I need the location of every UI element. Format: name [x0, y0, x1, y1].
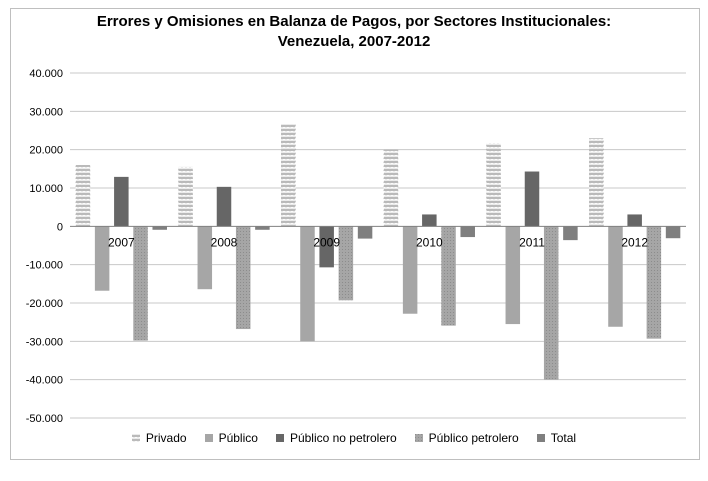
- y-tick-label: 40.000: [29, 68, 63, 80]
- legend-label: Público: [218, 431, 258, 445]
- y-tick-label: -40.000: [26, 375, 63, 387]
- bar-p-blico-petrolero-2012: [646, 226, 662, 339]
- bar-p-blico-no-petrolero-2012: [627, 214, 642, 227]
- chart-title-line-2: Venezuela, 2007-2012: [277, 33, 431, 50]
- bars: [75, 123, 681, 380]
- bar-p-blico-petrolero-2011: [543, 226, 559, 380]
- bar-p-blico-2012: [608, 226, 623, 327]
- legend: Privado Público Público no petrolero Públic…: [0, 431, 708, 445]
- bar-p-blico-petrolero-2009: [338, 226, 354, 301]
- bar-total-2008: [255, 226, 270, 230]
- chart-title-line-1: Errores y Omisiones en Balanza de Pagos,…: [96, 13, 612, 30]
- bar-privado-2008: [178, 166, 193, 227]
- legend-label: Público petrolero: [428, 431, 519, 445]
- x-tick-label: 2010: [416, 235, 443, 249]
- x-tick-label: 2012: [621, 235, 648, 249]
- y-tick-label: 20.000: [29, 145, 63, 157]
- legend-item: Público petrolero: [414, 431, 519, 445]
- bar-privado-2012: [589, 138, 604, 227]
- bar-p-blico-no-petrolero-2009: [319, 226, 334, 268]
- bar-p-blico-petrolero-2008: [235, 226, 251, 330]
- bar-p-blico-2010: [402, 226, 418, 314]
- y-axis-tick-labels: 40.000 30.000 20.000 10.000 0 -10.000 -20.000 -…: [26, 68, 63, 425]
- x-tick-label: 2008: [211, 235, 238, 249]
- bar-p-blico-petrolero-2010: [441, 226, 456, 326]
- bar-total-2012: [665, 226, 681, 239]
- bar-p-blico-no-petrolero-2008: [216, 186, 232, 227]
- bar-total-2011: [563, 226, 578, 241]
- bar-p-blico-no-petrolero-2010: [422, 214, 437, 227]
- y-tick-label: -30.000: [26, 336, 63, 348]
- x-tick-label: 2007: [108, 235, 135, 249]
- x-axis-tick-labels: 2007 2008 2009 2010 2011 2012: [108, 235, 648, 249]
- y-tick-label: -10.000: [26, 260, 63, 272]
- bar-total-2009: [357, 226, 373, 239]
- legend-label: Privado: [145, 431, 187, 445]
- legend-item: Privado: [131, 431, 187, 445]
- legend-swatch: [204, 434, 213, 442]
- bar-privado-2009: [281, 123, 296, 227]
- bar-privado-2010: [383, 149, 399, 227]
- chart-frame: [10, 8, 700, 460]
- bar-total-2007: [152, 226, 167, 230]
- bar-p-blico-2007: [94, 226, 110, 291]
- bar-p-blico-no-petrolero-2011: [524, 171, 540, 227]
- legend-item: Público no petrolero: [275, 431, 397, 445]
- y-tick-label: -50.000: [26, 413, 63, 425]
- gridlines: [70, 72, 686, 419]
- x-tick-label: 2011: [519, 235, 545, 249]
- bar-p-blico-2011: [505, 226, 521, 325]
- legend-label: Público no petrolero: [289, 431, 397, 445]
- bar-privado-2007: [75, 165, 91, 227]
- bar-total-2010: [460, 226, 475, 238]
- bar-p-blico-2009: [300, 226, 315, 342]
- y-tick-label: -20.000: [26, 298, 63, 310]
- legend-label: Total: [550, 431, 577, 445]
- bar-p-blico-petrolero-2007: [133, 226, 148, 341]
- legend-swatch: [275, 434, 284, 442]
- bar-p-blico-2008: [197, 226, 213, 290]
- legend-item: Total: [536, 431, 577, 445]
- legend-swatch: [414, 434, 423, 442]
- legend-swatch: [131, 434, 140, 442]
- x-tick-label: 2009: [313, 235, 340, 249]
- chart-title: Errores y Omisiones en Balanza de Pagos,…: [0, 12, 708, 52]
- bar-privado-2011: [486, 143, 501, 227]
- legend-item: Público: [204, 431, 258, 445]
- y-tick-label: 30.000: [29, 106, 63, 118]
- y-tick-label: 0: [57, 221, 63, 233]
- legend-swatch: [536, 434, 545, 442]
- bar-p-blico-no-petrolero-2007: [114, 176, 129, 227]
- y-tick-label: 10.000: [29, 183, 63, 195]
